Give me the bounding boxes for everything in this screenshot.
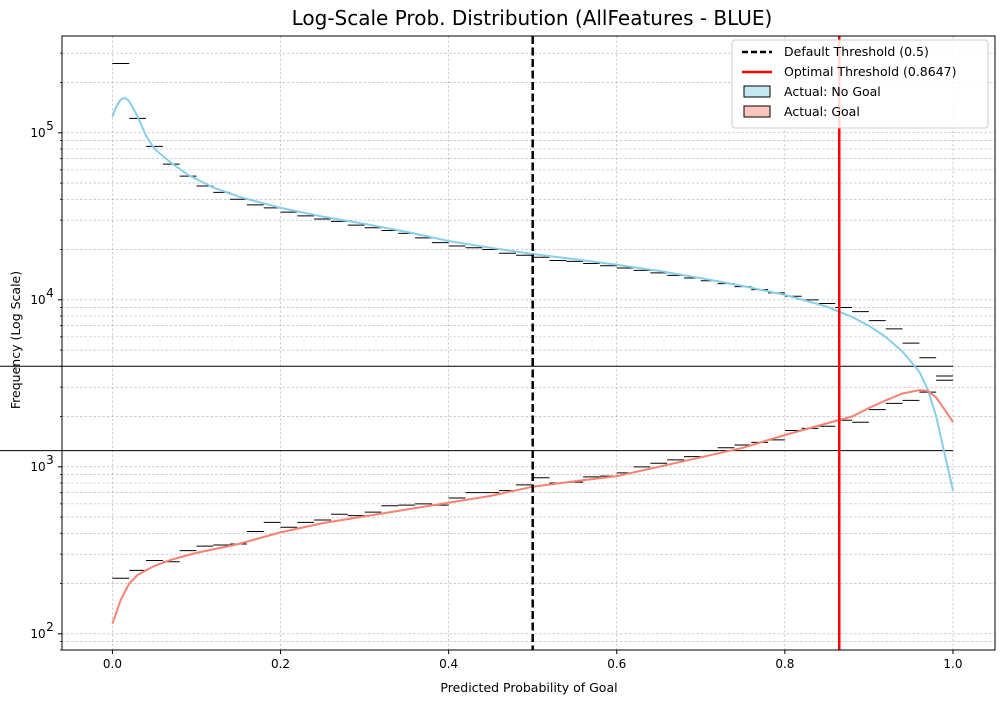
legend-patch-swatch (743, 85, 771, 98)
kde-curve-no-goal (111, 96, 954, 491)
plot-frame (61, 35, 996, 651)
legend-label: Optimal Threshold (0.8647) (784, 64, 957, 79)
legend-label: Actual: Goal (784, 104, 860, 119)
y-tick-exponent: 2 (46, 620, 54, 634)
y-tick-label: 10 (30, 460, 45, 474)
plot-area (0, 36, 954, 650)
y-tick-label: 10 (30, 627, 45, 641)
x-tick-label: 0.8 (775, 657, 794, 671)
y-axis-label: Frequency (Log Scale) (8, 271, 23, 409)
legend-label: Default Threshold (0.5) (784, 44, 929, 59)
legend-box (731, 39, 989, 129)
x-tick-label: 0.6 (607, 657, 626, 671)
x-tick-label: 0.4 (439, 657, 458, 671)
kde-curve-goal (111, 389, 954, 625)
y-tick-exponent: 4 (46, 286, 54, 300)
y-tick-label: 10 (30, 126, 45, 140)
legend-label: Actual: No Goal (784, 84, 881, 99)
legend: Default Threshold (0.5) Optimal Threshold… (731, 39, 989, 129)
grid-lines (62, 36, 995, 651)
y-tick-exponent: 5 (46, 119, 54, 133)
legend-patch-swatch (743, 105, 771, 118)
y-tick-exponent: 3 (46, 453, 54, 467)
x-tick-label: 0.2 (271, 657, 290, 671)
x-tick-label: 0.0 (103, 657, 122, 671)
x-tick-label: 1.0 (943, 657, 962, 671)
x-axis-label: Predicted Probability of Goal (440, 680, 617, 695)
y-tick-label: 10 (30, 293, 45, 307)
chart-title: Log-Scale Prob. Distribution (AllFeature… (292, 6, 773, 30)
